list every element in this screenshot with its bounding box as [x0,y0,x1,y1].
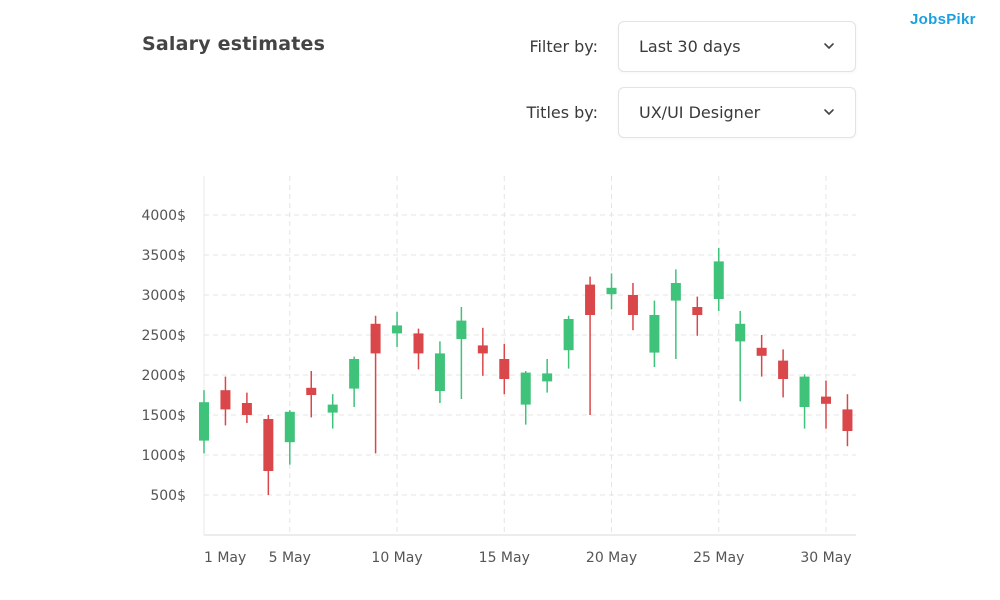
x-tick-label: 1 May [204,550,246,566]
candle-up [520,371,531,425]
candle-body [756,347,767,356]
candle-body [370,323,381,354]
chart-candles [199,247,853,495]
candle-down [778,349,789,398]
candle-body [585,284,596,315]
candle-up [456,307,467,399]
candle-body [670,283,681,301]
candle-down [585,276,596,415]
candle-up [199,390,209,454]
candle-up [713,247,724,311]
candle-up [606,273,617,310]
candle-down [220,376,231,426]
candle-body [713,261,724,299]
y-tick-label: 3000$ [141,288,186,304]
candle-body [842,409,853,431]
candle-up [542,359,553,393]
x-tick-label: 10 May [371,550,422,566]
titles-by-label: Titles by: [526,103,598,122]
candle-body [499,359,510,379]
candle-body [649,315,660,353]
chart-labels: 500$ 1000$ 1500$ 2000$ 2500$ 3000$ 3500$ 4000$ 1… [141,208,851,566]
candle-body [692,307,703,315]
filter-by-label: Filter by: [529,37,598,56]
candle-body [284,411,295,443]
candle-body [306,387,317,395]
candle-down [842,394,853,447]
x-tick-label: 20 May [586,550,637,566]
candle-body [542,373,553,382]
candle-up [670,269,681,359]
y-tick-label: 4000$ [141,208,186,224]
candle-body [413,333,424,354]
y-tick-label: 500$ [150,488,186,504]
filter-by-value: Last 30 days [639,37,741,56]
candle-down [692,296,703,336]
candle-down [821,380,831,429]
candle-down [627,283,638,331]
candle-down [241,392,252,423]
candle-body [456,320,467,339]
candle-body [392,325,403,334]
x-tick-label: 15 May [479,550,530,566]
jobspikr-logo: JobsPikr [910,11,976,28]
titles-by-value: UX/UI Designer [639,103,761,122]
candle-body [327,404,338,413]
candle-body [563,319,574,351]
candle-body [263,419,274,471]
candle-body [477,345,488,354]
candle-down [499,343,510,395]
titles-by-dropdown[interactable]: UX/UI Designer [618,87,856,138]
candle-up [799,374,810,429]
candle-body [520,372,531,405]
candle-up [735,311,746,402]
candle-body [606,287,617,295]
candle-body [220,390,231,410]
candle-body [627,295,638,315]
x-tick-label: 25 May [693,550,744,566]
x-tick-label: 30 May [800,550,851,566]
y-tick-label: 2500$ [141,328,186,344]
candle-body [799,376,810,407]
candle-down [413,328,424,370]
y-tick-label: 1000$ [141,448,186,464]
candle-up [284,410,295,465]
chevron-down-icon [824,43,834,49]
y-tick-label: 1500$ [141,408,186,424]
candle-up [349,356,360,407]
candle-body [199,402,209,441]
candle-down [477,327,488,376]
candle-body [821,396,831,404]
candle-up [434,341,445,403]
chart-axes [203,176,856,536]
candle-body [778,360,789,379]
candle-up [327,394,338,429]
candle-up [392,311,403,347]
candle-body [349,359,360,389]
candle-body [735,323,746,342]
chevron-down-icon [824,109,834,115]
candle-up [563,315,574,369]
candle-body [434,353,445,391]
candle-body [241,403,252,415]
candle-down [263,415,274,495]
candle-up [649,300,660,367]
candle-down [306,371,317,418]
filter-by-dropdown[interactable]: Last 30 days [618,21,856,72]
y-tick-label: 2000$ [141,368,186,384]
candle-down [370,315,381,454]
page-title: Salary estimates [142,33,326,55]
y-tick-label: 3500$ [141,248,186,264]
candle-down [756,335,767,377]
x-tick-label: 5 May [269,550,311,566]
